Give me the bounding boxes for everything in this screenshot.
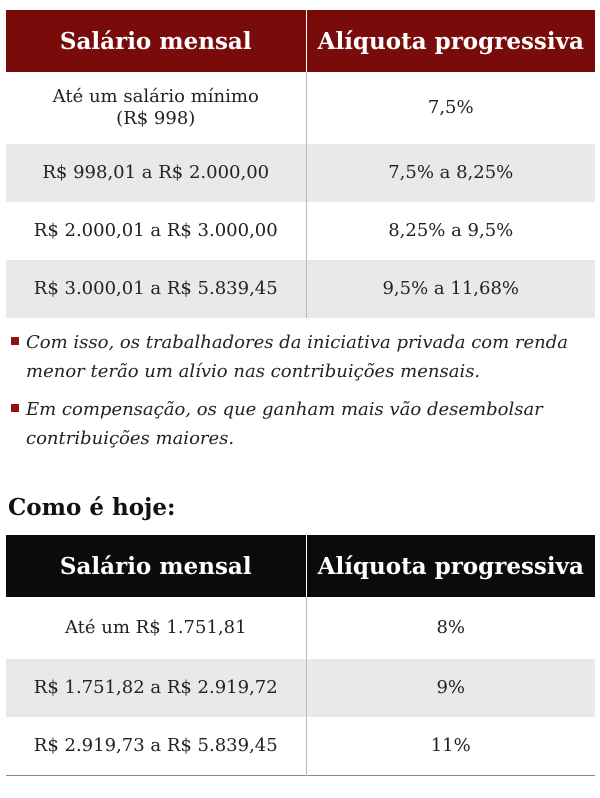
square-bullet-icon	[11, 404, 19, 412]
note-item: Em compensação, os que ganham mais vão d…	[6, 395, 591, 453]
table-row: R$ 2.919,73 a R$ 5.839,45 11%	[6, 717, 595, 775]
header-rate: Alíquota progressiva	[305, 10, 595, 72]
table-row: R$ 3.000,01 a R$ 5.839,45 9,5% a 11,68%	[6, 260, 595, 318]
salary-cell: Até um salário mínimo (R$ 998)	[52, 86, 259, 129]
table-row: Até um R$ 1.751,81 8%	[6, 597, 595, 659]
salary-cell: R$ 2.000,01 a R$ 3.000,00	[33, 220, 278, 241]
rate-cell: 8,25% a 9,5%	[305, 202, 595, 260]
salary-cell: R$ 998,01 a R$ 2.000,00	[6, 144, 306, 202]
header-rate: Alíquota progressiva	[305, 535, 595, 597]
rate-cell: 11%	[305, 717, 595, 775]
header-salary: Salário mensal	[6, 10, 306, 72]
rate-cell: 9,5% a 11,68%	[305, 260, 595, 318]
salary-cell: R$ 1.751,82 a R$ 2.919,72	[6, 659, 306, 717]
section-title: Como é hoje:	[8, 494, 176, 521]
proposed-rates-table: Salário mensal Alíquota progressiva Até …	[6, 10, 595, 318]
table-row: Até um salário mínimo (R$ 998) 7,5%	[6, 72, 595, 144]
rate-cell: 9%	[305, 659, 595, 717]
notes-list: Com isso, os trabalhadores da iniciativa…	[6, 328, 591, 462]
rate-cell: 7,5%	[305, 72, 595, 144]
salary-cell: R$ 3.000,01 a R$ 5.839,45	[6, 260, 306, 318]
table-row: R$ 2.000,01 a R$ 3.000,00 8,25% a 9,5%	[6, 202, 595, 260]
header-salary: Salário mensal	[6, 535, 306, 597]
note-text: Com isso, os trabalhadores da iniciativa…	[26, 332, 569, 382]
current-rates-table: Salário mensal Alíquota progressiva Até …	[6, 535, 595, 776]
table-row: R$ 1.751,82 a R$ 2.919,72 9%	[6, 659, 595, 717]
rate-cell: 7,5% a 8,25%	[305, 144, 595, 202]
note-text: Em compensação, os que ganham mais vão d…	[26, 399, 543, 449]
table-header-row: Salário mensal Alíquota progressiva	[6, 535, 595, 597]
salary-cell: Até um R$ 1.751,81	[64, 617, 247, 638]
salary-cell: R$ 2.919,73 a R$ 5.839,45	[33, 734, 278, 756]
table-header-row: Salário mensal Alíquota progressiva	[6, 10, 595, 72]
square-bullet-icon	[11, 337, 19, 345]
table-row: R$ 998,01 a R$ 2.000,00 7,5% a 8,25%	[6, 144, 595, 202]
rate-cell: 8%	[305, 597, 595, 659]
note-item: Com isso, os trabalhadores da iniciativa…	[6, 328, 591, 386]
